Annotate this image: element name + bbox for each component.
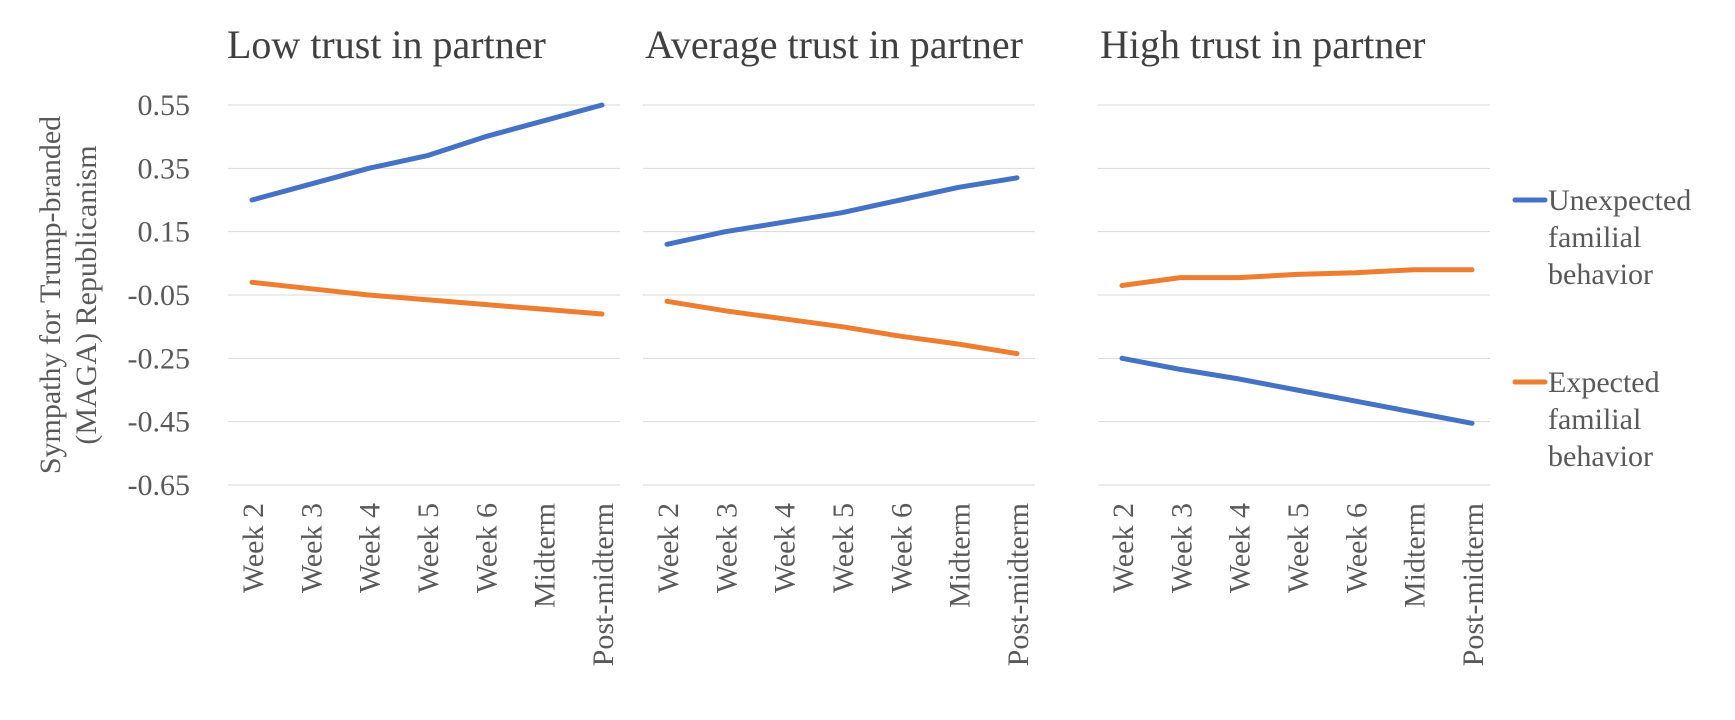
x-tick-label: Week 5 xyxy=(412,503,445,593)
y-tick-label: 0.35 xyxy=(138,152,191,185)
x-tick-label: Week 5 xyxy=(827,503,860,593)
legend-label: familial xyxy=(1548,221,1641,254)
x-tick-label: Week 6 xyxy=(1340,503,1373,593)
series-line xyxy=(249,102,605,203)
y-tick-label: -0.25 xyxy=(128,342,191,375)
legend-label: Unexpected xyxy=(1548,184,1691,217)
legend-label: familial xyxy=(1548,403,1641,436)
x-tick-label: Week 3 xyxy=(1165,503,1198,593)
chart-panels: Low trust in partner Week 2 Week 3 Week 4 We… xyxy=(227,22,1490,666)
y-tick-label: -0.45 xyxy=(128,406,191,439)
x-tick-label: Midterm xyxy=(1399,503,1432,608)
x-tick-label: Week 3 xyxy=(295,503,328,593)
x-tick-label: Week 4 xyxy=(1224,503,1257,593)
series-line xyxy=(1119,355,1475,426)
panel-title: High trust in partner xyxy=(1100,22,1426,67)
legend-label: behavior xyxy=(1548,258,1653,291)
series-line xyxy=(664,175,1020,247)
panel: Low trust in partner Week 2 Week 3 Week 4 We… xyxy=(227,22,620,666)
x-tick-label: Post-midterm xyxy=(1002,503,1035,666)
x-tick-label: Week 5 xyxy=(1282,503,1315,593)
y-axis-label: Sympathy for Trump-branded (MAGA) Republi… xyxy=(34,116,103,474)
x-tick-label: Midterm xyxy=(529,503,562,608)
x-tick-label: Week 4 xyxy=(354,503,387,593)
x-tick-label: Week 6 xyxy=(470,503,503,593)
series-line xyxy=(1119,267,1475,288)
x-tick-label: Week 4 xyxy=(769,503,802,593)
x-tick-label: Week 3 xyxy=(710,503,743,593)
y-tick-label: 0.55 xyxy=(138,89,191,122)
y-axis-title-line: (MAGA) Republicanism xyxy=(70,145,103,444)
x-tick-label: Week 6 xyxy=(885,503,918,593)
y-axis-title-line: Sympathy for Trump-branded xyxy=(34,116,67,474)
y-tick-label: -0.05 xyxy=(128,279,191,312)
legend-label: Expected xyxy=(1548,366,1660,399)
legend-item: Expected familial behavior xyxy=(1512,366,1660,473)
legend-label: behavior xyxy=(1548,440,1653,473)
y-axis-title: Sympathy for Trump-branded (MAGA) Republi… xyxy=(34,116,103,474)
y-axis-ticks: 0.55 0.35 0.15 -0.05 -0.25 -0.45 -0.65 xyxy=(128,89,191,502)
legend-item: Unexpected familial behavior xyxy=(1512,184,1691,291)
x-tick-label: Week 2 xyxy=(237,503,270,593)
x-tick-label: Week 2 xyxy=(652,503,685,593)
series-line xyxy=(664,298,1020,357)
panel-title: Average trust in partner xyxy=(645,22,1023,67)
panel: Average trust in partner Week 2 Week 3 Week… xyxy=(643,22,1035,666)
x-tick-label: Post-midterm xyxy=(587,503,620,666)
y-tick-label: 0.15 xyxy=(138,216,191,249)
y-tick-label: -0.65 xyxy=(128,469,191,502)
panel: High trust in partner Week 2 Week 3 Week 4 W… xyxy=(1098,22,1490,666)
x-tick-label: Post-midterm xyxy=(1457,503,1490,666)
x-tick-label: Week 2 xyxy=(1107,503,1140,593)
panel-title: Low trust in partner xyxy=(227,22,546,67)
legend: Unexpected familial behavior Expected famili… xyxy=(1512,184,1691,473)
series-line xyxy=(249,279,605,317)
x-tick-label: Midterm xyxy=(944,503,977,608)
